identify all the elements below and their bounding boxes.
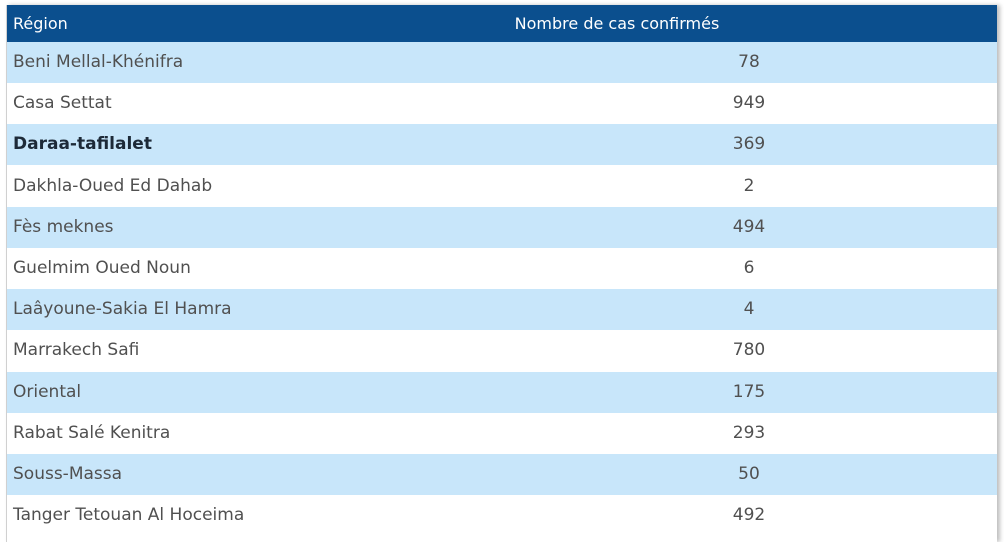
- region-cell: Fès meknes: [13, 216, 114, 237]
- count-cell: 949: [732, 93, 766, 114]
- region-cell: Daraa-tafilalet: [13, 134, 152, 155]
- count-cell: 6: [743, 258, 755, 278]
- region-cell: Tanger Tetouan Al Hoceima: [13, 505, 245, 526]
- count-cell: 369: [732, 134, 766, 155]
- region-cell: Laâyoune-Sakia El Hamra: [13, 299, 232, 320]
- table-row: Laâyoune-Sakia El Hamra 4: [7, 289, 997, 331]
- region-cell: Rabat Salé Kenitra: [13, 422, 171, 443]
- region-cell: Guelmim Oued Noun: [13, 258, 191, 278]
- table-row: Marrakech Safi 780: [7, 330, 997, 372]
- table-row: Fès meknes 494: [7, 206, 997, 248]
- header-cell: Nombre de cas confirmés: [514, 14, 720, 33]
- count-cell: 175: [732, 381, 766, 402]
- region-cell: Marrakech Safi: [13, 340, 140, 361]
- region-cell: Beni Mellal-Khénifra: [13, 52, 184, 72]
- count-cell: 50: [738, 464, 760, 484]
- table-row: Beni Mellal-Khénifra 78: [7, 42, 997, 83]
- table-row: Daraa-tafilalet 369: [7, 124, 997, 166]
- region-cell: Souss-Massa: [13, 464, 123, 484]
- count-cell: 78: [738, 52, 760, 72]
- region-cell: Oriental: [13, 381, 82, 402]
- region-cell: Casa Settat: [13, 93, 112, 114]
- count-cell: 492: [732, 505, 766, 526]
- count-cell: 494: [732, 216, 766, 237]
- header-cell: Région: [13, 14, 68, 33]
- count-cell: 4: [743, 299, 755, 320]
- table-row: Tanger Tetouan Al Hoceima 492: [7, 495, 997, 537]
- table: Région Nombre de cas confirmés Beni Mell…: [6, 5, 997, 542]
- table-row: Oriental 175: [7, 371, 997, 413]
- count-cell: 780: [732, 340, 766, 361]
- table-row: Casa Settat 949: [7, 83, 997, 125]
- table-row: Guelmim Oued Noun 6: [7, 248, 997, 289]
- table-row: Dakhla-Oued Ed Dahab 2: [7, 165, 997, 207]
- count-cell: 2: [743, 175, 755, 196]
- table-header: Région Nombre de cas confirmés: [7, 5, 997, 42]
- table-row: Souss-Massa 50: [7, 454, 997, 495]
- region-cell: Dakhla-Oued Ed Dahab: [13, 175, 213, 196]
- table-row: Rabat Salé Kenitra 293: [7, 412, 997, 454]
- count-cell: 293: [732, 422, 766, 443]
